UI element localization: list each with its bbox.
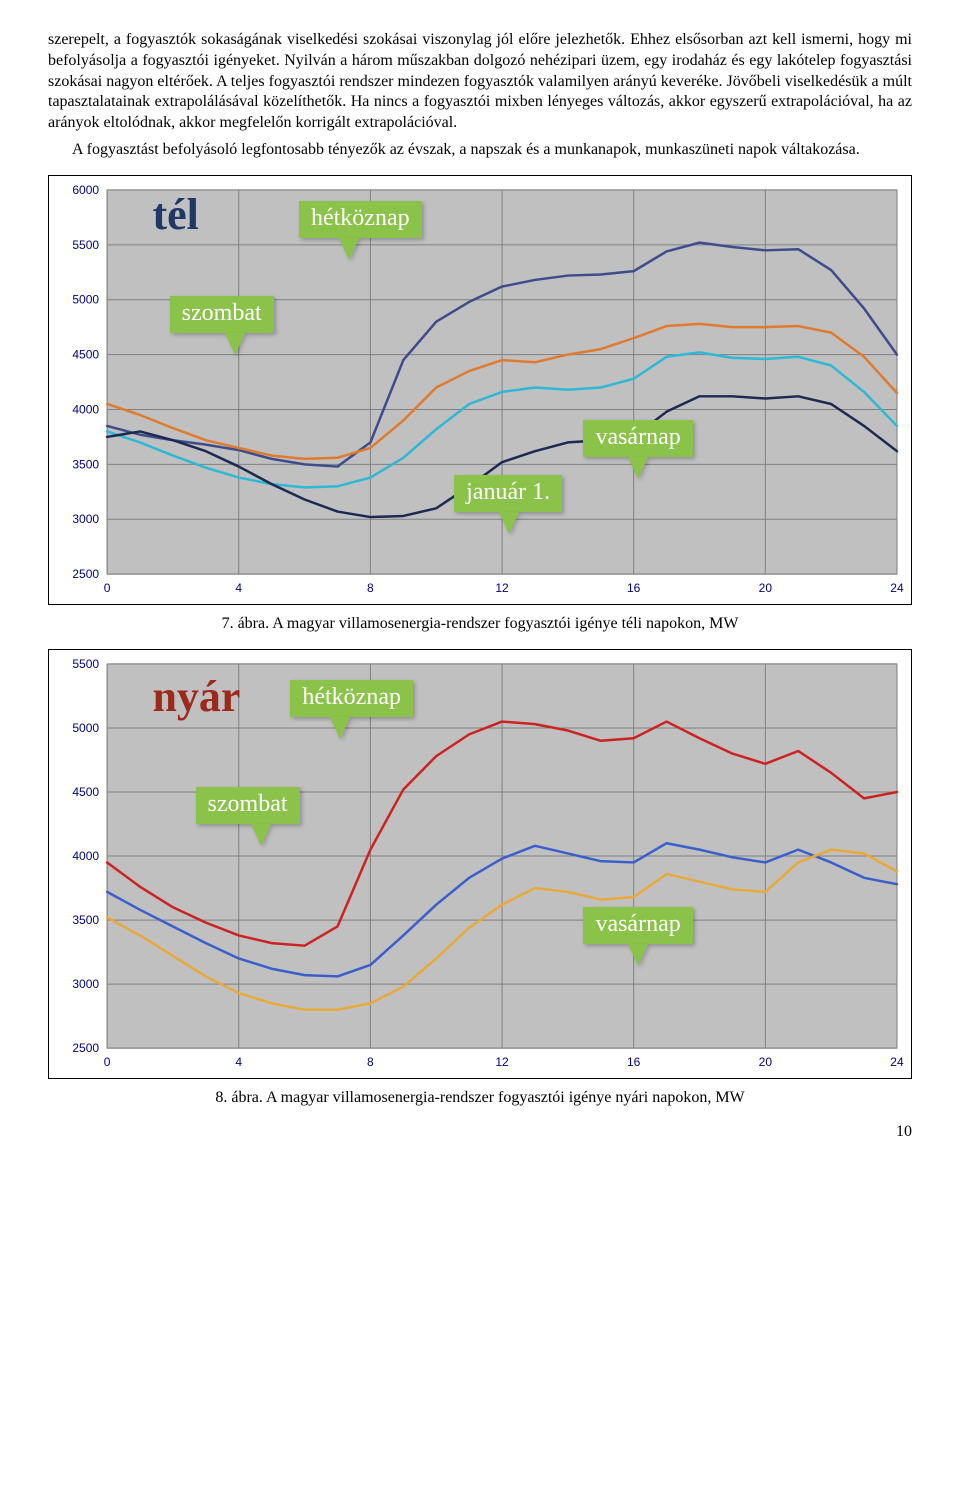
svg-text:3500: 3500 [72,913,99,927]
svg-text:0: 0 [104,1055,111,1069]
page-number: 10 [48,1123,912,1141]
svg-text:4: 4 [235,1055,242,1069]
svg-text:4500: 4500 [72,785,99,799]
svg-text:2500: 2500 [72,567,99,581]
chart-summer: 2500 3000 3500 4000 4500 5000 5500 0 4 8 12 16 20 24 n… [48,649,912,1079]
svg-text:3000: 3000 [72,977,99,991]
callout-szombat: szombat [196,787,300,824]
svg-text:0: 0 [104,581,111,595]
svg-text:16: 16 [627,581,641,595]
svg-text:6000: 6000 [72,183,99,197]
svg-text:3000: 3000 [72,512,99,526]
callout-jan1: január 1. [454,475,562,512]
svg-text:8: 8 [367,581,374,595]
chart-winter: 2500 3000 3500 4000 4500 5000 5500 6000 0 4 8 12 16 2… [48,175,912,605]
svg-text:4: 4 [235,581,242,595]
caption-figure-7: 7. ábra. A magyar villamosenergia-rendsz… [48,615,912,633]
svg-text:12: 12 [495,581,509,595]
svg-text:12: 12 [495,1055,509,1069]
season-label: nyár [152,671,240,722]
svg-text:4000: 4000 [72,402,99,416]
svg-text:24: 24 [890,1055,904,1069]
svg-text:5500: 5500 [72,657,99,671]
svg-text:4500: 4500 [72,347,99,361]
svg-text:20: 20 [759,1055,773,1069]
caption-figure-8: 8. ábra. A magyar villamosenergia-rendsz… [48,1089,912,1107]
svg-text:5000: 5000 [72,293,99,307]
svg-text:24: 24 [890,581,904,595]
callout-hetkoz: hétköznap [299,201,422,238]
body-paragraph-2: A fogyasztást befolyásoló legfontosabb t… [48,140,912,161]
callout-hetkoz: hétköznap [290,680,413,717]
callout-szombat: szombat [170,296,274,333]
callout-vasarnap: vasárnap [583,907,692,944]
svg-text:2500: 2500 [72,1041,99,1055]
season-label: tél [152,189,198,240]
svg-text:8: 8 [367,1055,374,1069]
svg-text:20: 20 [759,581,773,595]
svg-text:3500: 3500 [72,457,99,471]
svg-text:5500: 5500 [72,238,99,252]
svg-text:4000: 4000 [72,849,99,863]
callout-vasarnap: vasárnap [583,420,692,457]
body-paragraph-1: szerepelt, a fogyasztók sokaságának vise… [48,30,912,134]
svg-text:16: 16 [627,1055,641,1069]
svg-text:5000: 5000 [72,721,99,735]
